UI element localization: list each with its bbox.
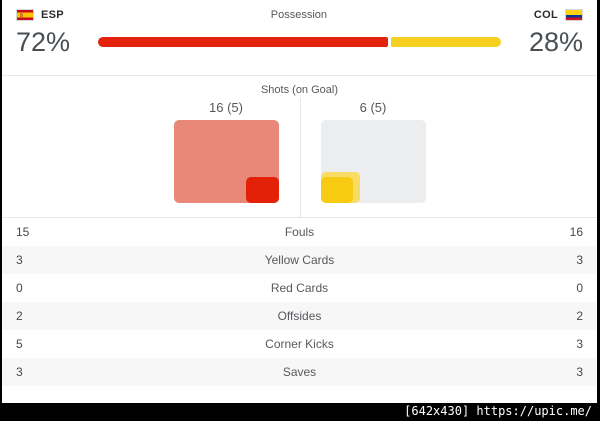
home-shots-cell: 16 (5) <box>2 96 300 203</box>
section-divider <box>2 75 597 76</box>
home-stat-value: 15 <box>16 225 30 239</box>
home-stat-value: 3 <box>16 365 23 379</box>
away-shots-count: 6 (5) <box>359 100 387 115</box>
table-row-fouls: 15 Fouls 16 <box>2 218 597 246</box>
away-stat-value: 3 <box>576 365 583 379</box>
away-team-code: COL <box>533 9 558 21</box>
possession-bar-home <box>98 37 389 47</box>
away-stat-value: 2 <box>576 309 583 323</box>
home-stat-value: 2 <box>16 309 23 323</box>
spain-flag-icon <box>16 9 34 21</box>
stat-label: Corner Kicks <box>265 337 334 351</box>
watermark: [642x430] https://upic.me/ <box>0 403 600 421</box>
away-stat-value: 16 <box>569 225 583 239</box>
stat-label: Yellow Cards <box>264 253 335 267</box>
colombia-flag-icon <box>565 9 583 21</box>
possession-title: Possession <box>270 9 328 21</box>
shots-body: 16 (5) 6 (5) <box>2 96 597 217</box>
home-team-code: ESP <box>41 9 64 21</box>
table-row-saves: 3 Saves 3 <box>2 358 597 386</box>
away-shots-ongoal-box <box>320 177 354 203</box>
shots-center-divider <box>299 98 301 217</box>
home-possession-percent: 72% <box>16 26 71 57</box>
stat-label: Red Cards <box>270 281 329 295</box>
stat-label: Fouls <box>284 225 315 239</box>
home-team: ESP <box>16 9 64 21</box>
away-stat-value: 0 <box>576 281 583 295</box>
possession-bar-away <box>391 37 501 47</box>
away-shots-cell: 6 (5) <box>300 96 598 203</box>
table-row-red-cards: 0 Red Cards 0 <box>2 274 597 302</box>
home-stat-value: 3 <box>16 253 23 267</box>
stats-table: 15 Fouls 16 3 Yellow Cards 3 0 Red Cards… <box>2 217 597 386</box>
stat-label: Offsides <box>277 309 322 323</box>
possession-bar <box>98 37 501 47</box>
table-row-corner-kicks: 5 Corner Kicks 3 <box>2 330 597 358</box>
home-stat-value: 0 <box>16 281 23 295</box>
away-stat-value: 3 <box>576 253 583 267</box>
header: ESP Possession COL <box>2 0 597 21</box>
home-shots-ongoal-box <box>245 177 279 203</box>
away-team: COL <box>534 9 583 21</box>
home-shots-chart <box>173 120 279 203</box>
possession-row: 72% 28% <box>2 25 597 59</box>
table-row-yellow-cards: 3 Yellow Cards 3 <box>2 246 597 274</box>
table-row-offsides: 2 Offsides 2 <box>2 302 597 330</box>
home-shots-count: 16 (5) <box>209 100 243 115</box>
stat-label: Saves <box>282 365 317 379</box>
away-possession-percent: 28% <box>528 26 583 57</box>
away-shots-chart <box>320 120 426 203</box>
shots-title: Shots (on Goal) <box>260 84 339 96</box>
home-stat-value: 5 <box>16 337 23 351</box>
away-stat-value: 3 <box>576 337 583 351</box>
stats-panel: ESP Possession COL 72% 28% Shots (on Goa… <box>2 0 597 403</box>
shots-section: Shots (on Goal) 16 (5) 6 (5 <box>2 84 597 217</box>
